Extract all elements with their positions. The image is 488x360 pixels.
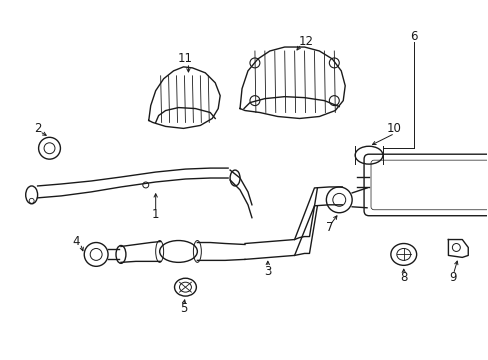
Text: 4: 4 [72,235,80,248]
Text: 9: 9 [448,271,456,284]
Text: 12: 12 [298,35,313,48]
Text: 6: 6 [409,30,417,42]
Text: 2: 2 [34,122,41,135]
Text: 5: 5 [180,302,187,315]
Text: 11: 11 [178,53,193,66]
Text: 8: 8 [399,271,407,284]
Text: 1: 1 [152,208,159,221]
Text: 7: 7 [325,221,332,234]
Text: 10: 10 [386,122,401,135]
Text: 3: 3 [264,265,271,278]
